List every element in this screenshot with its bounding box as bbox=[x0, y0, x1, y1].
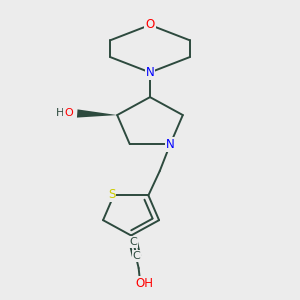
Text: O: O bbox=[146, 18, 154, 32]
Text: C: C bbox=[129, 237, 137, 247]
Text: S: S bbox=[108, 188, 115, 201]
Text: H: H bbox=[56, 108, 64, 118]
Text: O: O bbox=[64, 108, 73, 118]
Text: OH: OH bbox=[135, 278, 153, 290]
Text: N: N bbox=[146, 66, 154, 79]
Polygon shape bbox=[77, 110, 117, 118]
Text: N: N bbox=[166, 138, 175, 151]
Text: C: C bbox=[133, 251, 140, 261]
